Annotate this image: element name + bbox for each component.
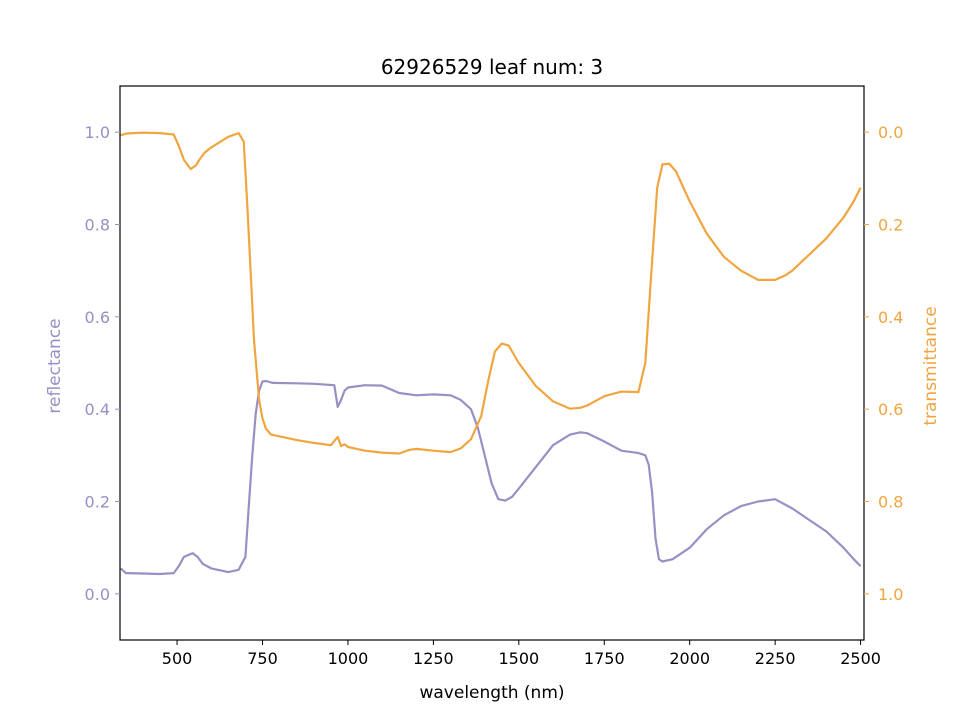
right-y-tick-label: 0.4	[878, 308, 903, 327]
left-y-tick-label: 0.4	[85, 400, 110, 419]
x-tick-label: 2000	[669, 649, 710, 668]
series-line-transmittance	[120, 131, 862, 455]
x-tick-label: 2250	[755, 649, 796, 668]
x-tick-label: 1750	[584, 649, 625, 668]
left-y-tick-label: 0.0	[85, 585, 110, 604]
x-tick-label: 750	[247, 649, 278, 668]
right-y-tick-label: 0.2	[878, 216, 903, 235]
left-y-tick-label: 0.6	[85, 308, 110, 327]
x-tick-label: 1000	[328, 649, 369, 668]
left-y-tick-label: 0.8	[85, 216, 110, 235]
right-y-axis: 0.0 0.2 0.4 0.6 0.8 1.0	[864, 123, 903, 604]
x-axis: 500 750 1000 1250 1500 1750 2000 2250 2500	[162, 640, 881, 668]
left-y-axis-label: reflectance	[45, 318, 65, 413]
chart-title: 62926529 leaf num: 3	[381, 55, 603, 79]
x-tick-label: 1500	[498, 649, 539, 668]
x-axis-label: wavelength (nm)	[419, 683, 564, 703]
x-tick-label: 500	[162, 649, 193, 668]
right-y-tick-label: 0.8	[878, 493, 903, 512]
right-y-tick-label: 0.0	[878, 123, 903, 142]
left-y-axis: 0.0 0.2 0.4 0.6 0.8 1.0	[85, 123, 120, 604]
right-y-tick-label: 0.6	[878, 400, 903, 419]
left-y-tick-label: 0.2	[85, 493, 110, 512]
left-y-tick-label: 1.0	[85, 123, 110, 142]
series-line-reflectance	[119, 379, 862, 576]
plot-frame	[119, 85, 865, 641]
right-y-tick-label: 1.0	[878, 585, 903, 604]
right-y-axis-label: transmittance	[921, 306, 941, 425]
plot-lines	[119, 131, 862, 576]
x-tick-label: 1250	[413, 649, 454, 668]
x-tick-label: 2500	[840, 649, 881, 668]
